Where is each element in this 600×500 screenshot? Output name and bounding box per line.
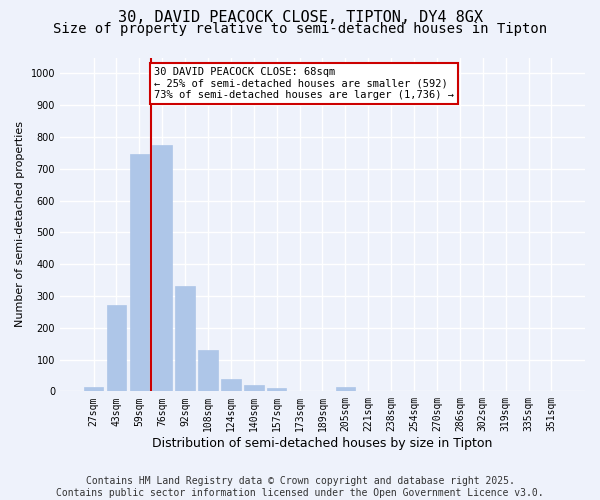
Text: Size of property relative to semi-detached houses in Tipton: Size of property relative to semi-detach… — [53, 22, 547, 36]
Bar — [221, 378, 241, 392]
Y-axis label: Number of semi-detached properties: Number of semi-detached properties — [15, 122, 25, 328]
Bar — [152, 145, 172, 392]
Bar — [267, 388, 286, 392]
Bar — [175, 286, 195, 392]
Bar — [107, 306, 126, 392]
Bar — [130, 154, 149, 392]
X-axis label: Distribution of semi-detached houses by size in Tipton: Distribution of semi-detached houses by … — [152, 437, 493, 450]
Text: 30 DAVID PEACOCK CLOSE: 68sqm
← 25% of semi-detached houses are smaller (592)
73: 30 DAVID PEACOCK CLOSE: 68sqm ← 25% of s… — [154, 67, 454, 100]
Text: Contains HM Land Registry data © Crown copyright and database right 2025.
Contai: Contains HM Land Registry data © Crown c… — [56, 476, 544, 498]
Bar — [84, 386, 103, 392]
Bar — [335, 386, 355, 392]
Bar — [244, 385, 263, 392]
Text: 30, DAVID PEACOCK CLOSE, TIPTON, DY4 8GX: 30, DAVID PEACOCK CLOSE, TIPTON, DY4 8GX — [118, 10, 482, 25]
Bar — [198, 350, 218, 392]
